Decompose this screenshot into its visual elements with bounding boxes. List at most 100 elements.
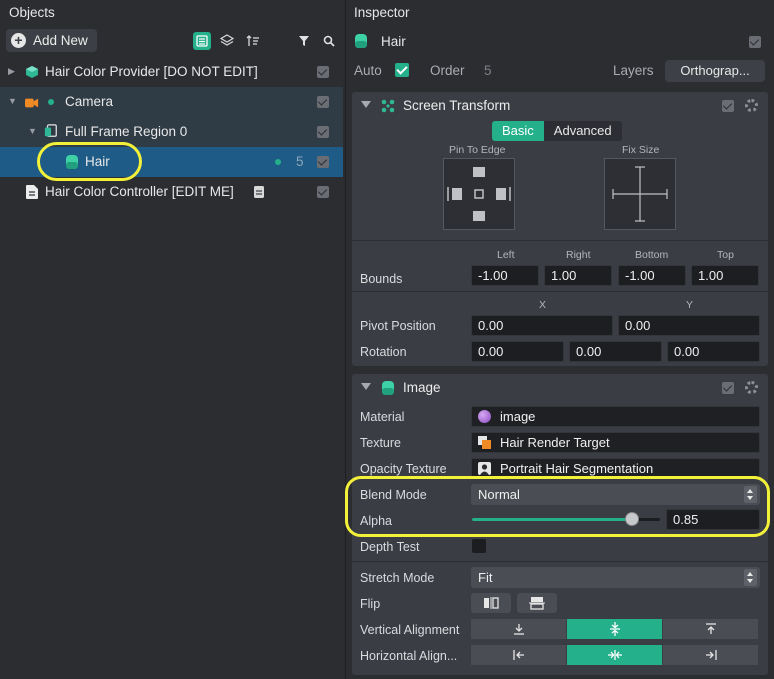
rotation-z-field[interactable]: 0.00 [667,341,760,362]
depth-test-checkbox[interactable] [472,539,486,553]
inspector-header: Hair [346,28,774,56]
object-name[interactable]: Hair [381,34,406,49]
gear-icon[interactable] [745,381,758,394]
bounds-col-left: Left [497,249,515,261]
rotation-y-field[interactable]: 0.00 [569,341,662,362]
portrait-segmentation-icon [478,462,491,475]
align-top-icon [705,623,716,634]
tree-item-hair-color-provider[interactable]: ▶ Hair Color Provider [DO NOT EDIT] [0,57,343,87]
material-label: Material [360,410,405,424]
divider [352,291,768,292]
collapse-arrow-icon[interactable]: ▼ [8,96,17,106]
alpha-slider-fill [472,518,632,521]
collapse-arrow-icon[interactable]: ▼ [28,126,37,136]
objects-toolbar: + Add New [0,27,343,55]
script-file-icon [254,186,264,198]
bounds-right-field[interactable]: 1.00 [544,265,612,286]
image-object-icon [355,34,367,48]
tree-item-label: Hair Color Provider [DO NOT EDIT] [45,64,258,79]
blend-mode-label: Blend Mode [360,488,427,502]
opacity-texture-label: Opacity Texture [360,462,447,476]
active-dot-icon [275,159,281,165]
list-view-icon[interactable] [193,32,211,50]
align-bottom-button[interactable] [471,619,567,639]
bounds-bottom-field[interactable]: -1.00 [618,265,686,286]
pin-to-edge-widget[interactable] [443,158,515,230]
component-enabled-checkbox[interactable] [722,382,734,394]
objects-title: Objects [9,5,55,20]
tree-item-label: Full Frame Region 0 [65,124,188,139]
opacity-texture-field[interactable]: Portrait Hair Segmentation [471,458,760,479]
visibility-checkbox[interactable] [317,66,329,78]
layers-icon[interactable] [218,32,236,50]
stretch-mode-select[interactable]: Fit [471,567,760,588]
align-right-button[interactable] [663,645,759,665]
bounds-left-field[interactable]: -1.00 [471,265,539,286]
texture-value: Hair Render Target [500,435,610,450]
script-icon [26,185,38,199]
tree-item-label: Hair Color Controller [EDIT ME] [45,184,234,199]
screen-transform-header[interactable]: Screen Transform [352,92,768,120]
updown-arrows-icon [744,486,757,503]
collapse-arrow-icon[interactable] [361,101,371,108]
gear-icon[interactable] [745,99,758,112]
horizontal-alignment-group [471,645,759,665]
collapse-arrow-icon[interactable] [361,383,371,390]
pivot-x-field[interactable]: 0.00 [471,315,613,336]
visibility-checkbox[interactable] [317,126,329,138]
image-object-icon [66,155,78,169]
plus-icon: + [11,33,26,48]
active-dot-icon [48,99,54,105]
align-left-button[interactable] [471,645,567,665]
add-new-label: Add New [33,33,88,48]
align-center-button[interactable] [567,645,663,665]
visibility-checkbox[interactable] [317,96,329,108]
blend-mode-select[interactable]: Normal [471,484,760,505]
blend-alpha-highlight-annotation [345,476,770,537]
fix-size-widget[interactable] [604,158,676,230]
flip-vertical-icon [529,597,545,610]
camera-icon [25,98,39,108]
alpha-slider-handle[interactable] [625,512,639,526]
bounds-col-right: Right [566,249,591,261]
material-field[interactable]: image [471,406,760,427]
tree-item-camera[interactable]: ▼ Camera [0,87,343,117]
expand-arrow-icon[interactable]: ▶ [8,66,15,76]
layers-dropdown[interactable]: Orthograp... [665,60,765,82]
align-right-icon [705,650,717,660]
updown-arrows-icon [744,569,757,586]
divider [352,561,768,562]
pivot-y-field[interactable]: 0.00 [618,315,760,336]
visibility-checkbox[interactable] [317,156,329,168]
order-label: Order [430,63,465,78]
card-title: Screen Transform [403,98,511,113]
tab-basic[interactable]: Basic [492,121,544,141]
alpha-field[interactable]: 0.85 [666,509,760,530]
tree-item-hair[interactable]: Hair 5 [0,147,343,177]
tree-item-hair-color-controller[interactable]: Hair Color Controller [EDIT ME] [0,177,343,207]
texture-field[interactable]: Hair Render Target [471,432,760,453]
card-title: Image [403,380,441,395]
filter-icon[interactable] [295,32,313,50]
component-enabled-checkbox[interactable] [722,100,734,112]
horizontal-alignment-label: Horizontal Align... [360,649,458,663]
layers-label: Layers [613,63,654,78]
auto-checkbox[interactable] [395,63,409,77]
align-top-button[interactable] [663,619,759,639]
align-left-icon [512,650,524,660]
flip-horizontal-button[interactable] [471,593,511,613]
tab-advanced[interactable]: Advanced [543,121,622,141]
enabled-checkbox[interactable] [749,36,761,48]
bounds-top-field[interactable]: 1.00 [691,265,759,286]
order-value[interactable]: 5 [484,63,492,78]
alpha-slider[interactable] [472,512,660,526]
rotation-x-field[interactable]: 0.00 [471,341,564,362]
search-icon[interactable] [320,32,338,50]
visibility-checkbox[interactable] [317,186,329,198]
flip-vertical-button[interactable] [517,593,557,613]
add-new-button[interactable]: + Add New [6,29,97,52]
sort-icon[interactable] [244,32,262,50]
image-card-header[interactable]: Image [352,374,768,402]
inspector-title: Inspector [354,5,410,20]
align-middle-button[interactable] [567,619,663,639]
